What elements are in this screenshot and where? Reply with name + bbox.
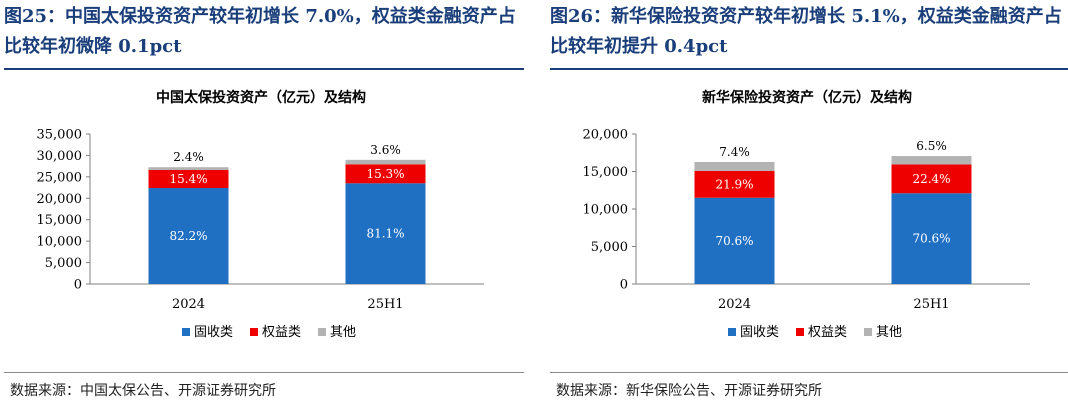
data-label: 82.2% (169, 229, 207, 243)
data-label: 15.3% (366, 167, 404, 181)
legend-swatch (318, 328, 326, 336)
bar-equity (694, 170, 775, 198)
data-label: 6.5% (916, 139, 947, 153)
title-rule (550, 68, 1068, 70)
bar-fixed-income (345, 183, 426, 284)
bar-other (891, 156, 972, 165)
y-tick-label: 10,000 (583, 203, 629, 218)
figure-title: 图26：新华保险投资资产较年初增长 5.1%，权益类金融资产占比较年初提升 0.… (550, 6, 1062, 57)
title-rule (4, 68, 524, 70)
data-label: 22.4% (912, 172, 950, 186)
y-tick-label: 10,000 (37, 235, 83, 250)
data-label: 3.6% (370, 143, 401, 157)
figure-panel-right: 图26：新华保险投资资产较年初增长 5.1%，权益类金融资产占比较年初提升 0.… (550, 0, 1068, 405)
legend-swatch (182, 328, 190, 336)
y-tick-label: 15,000 (37, 213, 83, 228)
legend-label: 权益类 (262, 324, 301, 340)
legend-swatch (796, 328, 804, 336)
legend-label: 其他 (876, 325, 902, 340)
y-tick-label: 20,000 (583, 128, 629, 143)
x-tick-label: 25H1 (367, 297, 403, 312)
y-tick-label: 0 (620, 278, 628, 293)
data-label: 21.9% (715, 177, 753, 191)
source-note: 数据来源：中国太保公告、开源证券研究所 (10, 383, 276, 399)
x-tick-label: 2024 (718, 297, 751, 312)
data-label: 70.6% (715, 234, 753, 248)
y-tick-label: 30,000 (37, 149, 83, 164)
chart-title: 新华保险投资资产（亿元）及结构 (702, 89, 912, 106)
data-label: 7.4% (719, 145, 750, 159)
chart-xinhua: 新华保险投资资产（亿元）及结构 0 5,000 10,000 15,000 20,000 2… (583, 89, 1030, 340)
legend-label: 固收类 (740, 325, 779, 340)
bar-other (345, 159, 426, 165)
data-label: 15.4% (169, 172, 207, 186)
y-tick-label: 35,000 (37, 128, 83, 143)
bar-equity (148, 170, 229, 188)
y-tick-label: 5,000 (591, 240, 628, 255)
legend-label: 其他 (330, 325, 356, 340)
chart-taibao: 中国太保投资资产（亿元）及结构 0 5,000 10,000 15,000 20,000 2… (37, 89, 484, 340)
source-rule (4, 372, 524, 373)
bar-equity (891, 164, 972, 194)
legend-swatch (864, 328, 872, 336)
figure-title: 图25：中国太保投资资产较年初增长 7.0%，权益类金融资产占比较年初微降 0.… (4, 6, 516, 57)
bar-fixed-income (148, 188, 229, 284)
legend-label: 权益类 (808, 324, 847, 340)
bar-fixed-income (891, 193, 972, 284)
data-label: 2.4% (173, 150, 204, 164)
source-rule (550, 372, 1068, 373)
bar-equity (345, 164, 426, 184)
data-label: 70.6% (912, 232, 950, 246)
legend-label: 固收类 (194, 325, 233, 340)
legend-swatch (250, 328, 258, 336)
x-tick-label: 2024 (172, 297, 205, 312)
y-tick-label: 15,000 (583, 165, 629, 180)
y-tick-label: 5,000 (45, 256, 82, 271)
chart-title: 中国太保投资资产（亿元）及结构 (156, 89, 366, 106)
data-label: 81.1% (366, 227, 404, 241)
figure-panel-left: 图25：中国太保投资资产较年初增长 7.0%，权益类金融资产占比较年初微降 0.… (4, 0, 524, 405)
y-tick-label: 25,000 (37, 170, 83, 185)
source-note: 数据来源：新华保险公告、开源证券研究所 (556, 383, 822, 399)
bar-other (694, 161, 775, 171)
y-tick-label: 20,000 (37, 192, 83, 207)
x-tick-label: 25H1 (913, 297, 949, 312)
y-tick-label: 0 (74, 278, 82, 293)
bar-fixed-income (694, 197, 775, 284)
legend-swatch (728, 328, 736, 336)
bar-other (148, 167, 229, 170)
